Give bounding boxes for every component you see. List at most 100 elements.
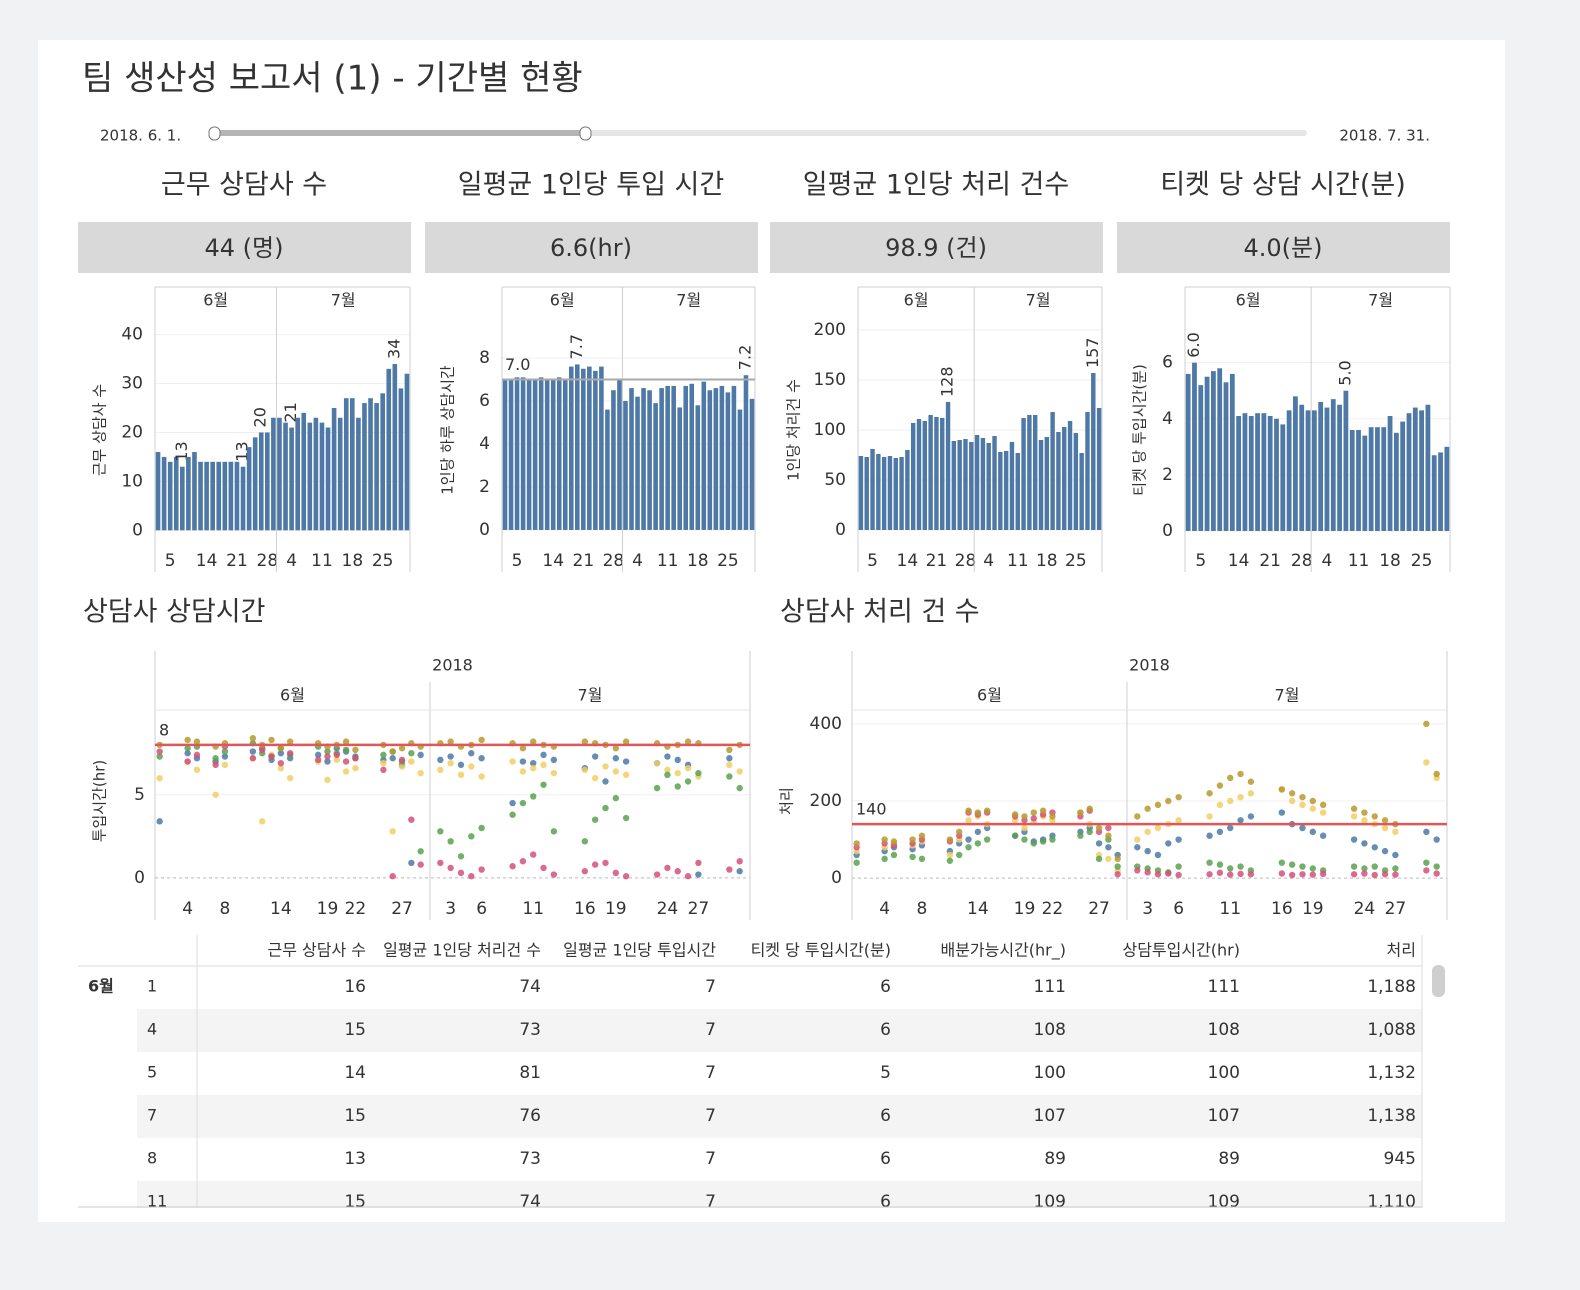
bar bbox=[737, 409, 743, 530]
dot bbox=[1361, 809, 1368, 816]
dot bbox=[726, 866, 733, 873]
y-axis-title: 티켓 당 투입시간(분) bbox=[1131, 364, 1149, 496]
bar bbox=[404, 373, 410, 531]
x-tick-label: 21 bbox=[573, 551, 595, 571]
dot bbox=[1134, 836, 1141, 843]
dot bbox=[918, 832, 926, 839]
dot bbox=[1350, 813, 1358, 820]
cell: 7 bbox=[705, 1106, 716, 1126]
dot bbox=[622, 771, 630, 779]
bar bbox=[1255, 413, 1260, 531]
dot bbox=[1077, 809, 1084, 816]
kpi-value: 98.9 (건) bbox=[885, 234, 987, 262]
dot bbox=[1423, 759, 1430, 766]
cell: 111 bbox=[1034, 977, 1066, 997]
dot bbox=[389, 748, 396, 755]
dot bbox=[612, 794, 620, 802]
bar bbox=[1085, 412, 1090, 530]
slider-handle[interactable] bbox=[208, 126, 221, 141]
x-tick-label: 24 bbox=[657, 899, 679, 919]
dot bbox=[324, 776, 331, 784]
dot bbox=[156, 748, 163, 755]
scrollbar[interactable] bbox=[1432, 965, 1445, 997]
dot bbox=[1216, 869, 1224, 876]
cell: 109 bbox=[1034, 1192, 1066, 1212]
bar bbox=[1343, 390, 1349, 531]
cell: 111 bbox=[1208, 977, 1240, 997]
bar bbox=[945, 402, 951, 530]
bar bbox=[1444, 446, 1450, 531]
cell: 108 bbox=[1034, 1020, 1066, 1040]
dot bbox=[664, 864, 671, 872]
data-label: 157 bbox=[1083, 337, 1102, 368]
dot bbox=[447, 759, 454, 767]
y-tick-label: 6 bbox=[479, 391, 490, 411]
cell: 89 bbox=[1044, 1149, 1066, 1169]
dot bbox=[342, 746, 350, 754]
bar bbox=[1027, 415, 1032, 530]
slider-handle[interactable] bbox=[579, 126, 592, 141]
dot bbox=[983, 807, 991, 814]
cell: 81 bbox=[519, 1063, 541, 1083]
year-header: 2018 bbox=[432, 656, 473, 675]
bar bbox=[331, 407, 337, 531]
dot bbox=[268, 753, 275, 760]
dot bbox=[1154, 824, 1162, 832]
cell: 15 bbox=[344, 1020, 366, 1040]
bar bbox=[701, 381, 707, 530]
x-tick-label: 19 bbox=[605, 899, 627, 919]
dot bbox=[324, 753, 331, 760]
dot bbox=[736, 784, 743, 792]
dot bbox=[612, 755, 620, 762]
y-tick-label: 6 bbox=[1162, 353, 1173, 373]
dot bbox=[314, 751, 322, 759]
dot bbox=[509, 799, 516, 807]
column-header: 근무 상담사 수 bbox=[268, 941, 367, 960]
bar bbox=[398, 388, 404, 531]
bar bbox=[295, 417, 300, 531]
bar bbox=[1223, 382, 1229, 531]
month-header: 7월 bbox=[1026, 291, 1051, 310]
bar bbox=[1431, 455, 1437, 531]
bar bbox=[538, 377, 544, 530]
dot bbox=[1247, 790, 1255, 797]
dot bbox=[1095, 824, 1103, 832]
dot bbox=[457, 869, 465, 877]
bar bbox=[1261, 413, 1267, 531]
dot bbox=[853, 859, 860, 866]
x-tick-label: 16 bbox=[1271, 899, 1293, 919]
table: 근무 상담사 수 일평균 1인당 처리건 수 일평균 1인당 투입시간 티켓 당 투입… bbox=[78, 935, 1423, 1212]
dot bbox=[380, 751, 387, 759]
dot bbox=[1227, 774, 1234, 782]
dot bbox=[1371, 871, 1378, 879]
dot bbox=[1361, 865, 1368, 872]
row-day: 8 bbox=[147, 1149, 157, 1168]
bar bbox=[916, 419, 922, 530]
x-tick-label: 3 bbox=[1142, 899, 1153, 919]
dot bbox=[509, 758, 516, 765]
dot bbox=[1371, 813, 1378, 820]
bar bbox=[963, 439, 968, 530]
y-tick-label: 100 bbox=[814, 420, 846, 440]
dot bbox=[1175, 793, 1182, 801]
dot bbox=[1154, 871, 1162, 878]
dot bbox=[956, 828, 963, 836]
cell: 6 bbox=[880, 1192, 891, 1212]
dot bbox=[447, 738, 454, 745]
x-tick-label: 6 bbox=[476, 899, 487, 919]
bar bbox=[210, 461, 215, 531]
bar bbox=[695, 405, 701, 530]
dot bbox=[1021, 824, 1028, 832]
bar bbox=[683, 385, 689, 530]
dot bbox=[664, 753, 671, 760]
x-tick-label: 5 bbox=[1195, 551, 1206, 571]
x-tick-label: 18 bbox=[1036, 551, 1058, 571]
cell: 16 bbox=[344, 977, 366, 997]
kpi-title: 일평균 1인당 처리 건수 bbox=[803, 170, 1070, 201]
x-tick-label: 21 bbox=[1259, 551, 1281, 571]
x-tick-label: 5 bbox=[165, 551, 176, 571]
dot bbox=[342, 758, 350, 765]
dot bbox=[468, 873, 475, 880]
dot bbox=[1105, 844, 1112, 851]
dot bbox=[1105, 832, 1112, 839]
